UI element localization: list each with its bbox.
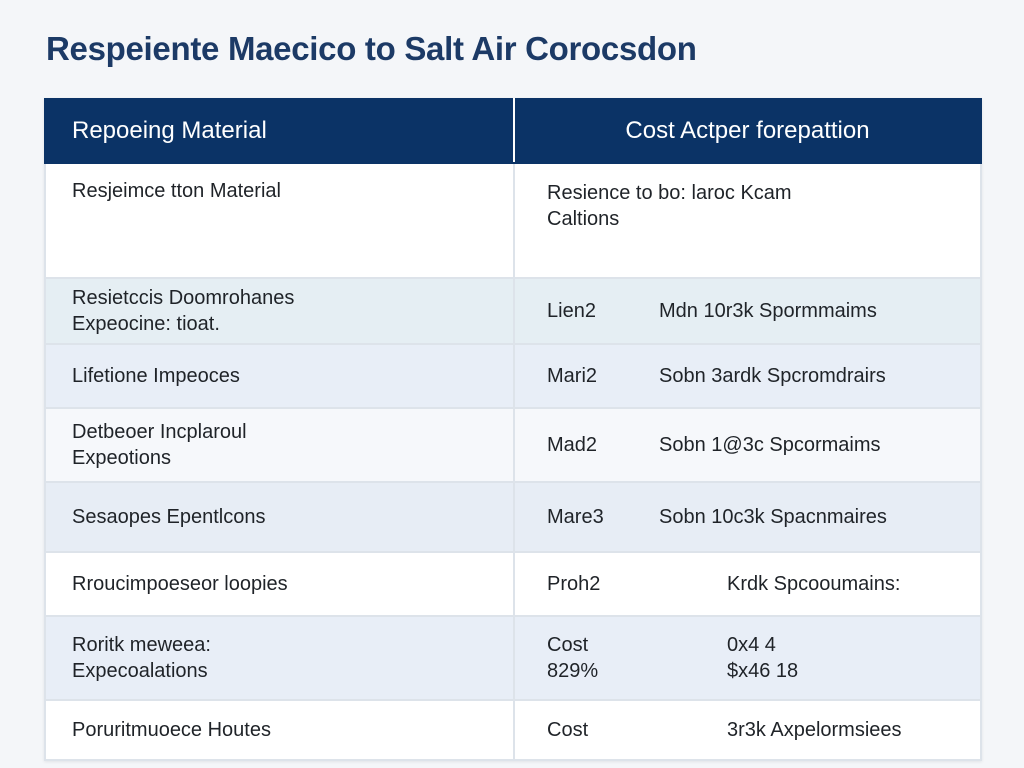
row-value-code: Proh2 bbox=[547, 573, 601, 595]
row-label: Expeocine: tioat. bbox=[72, 313, 220, 335]
row-label-cell: Detbeoer Incplaroul Expeotions bbox=[44, 407, 515, 483]
row-label: Resietccis Doomrohanes bbox=[72, 287, 295, 309]
row-label-cell: Resietccis Doomrohanes Expeocine: tioat. bbox=[44, 277, 515, 345]
row-value-code: Mad2 bbox=[547, 434, 598, 456]
row-label: Expecoalations bbox=[72, 660, 208, 682]
row-label: Sesaopes Epentlcons bbox=[72, 506, 266, 528]
table-row: Resietccis Doomrohanes Expeocine: tioat.… bbox=[44, 277, 982, 345]
row-value-detail: Sobn 10c3k Spacnmaires bbox=[659, 506, 887, 528]
row-label-cell: Rroucimpoeseor loopies bbox=[44, 551, 515, 617]
table-header-row: Repoeing Material Cost Actper forepattio… bbox=[44, 98, 982, 164]
row-value-cell: Cost 3r3k Axpelormsiees bbox=[513, 699, 982, 761]
column-header-cost: Cost Actper forepattion bbox=[513, 98, 982, 164]
table-row: Resjeimce tton Material Resience to bo: … bbox=[44, 162, 982, 279]
row-label-cell: Lifetione Impeoces bbox=[44, 343, 515, 409]
row-value-detail: 3r3k Axpelormsiees bbox=[727, 719, 902, 741]
table-row: Rroucimpoeseor loopies Proh2 Krdk Spcoou… bbox=[44, 551, 982, 617]
row-value-code: 829% bbox=[547, 660, 599, 682]
row-value-code: Cost bbox=[547, 719, 589, 741]
page-title: Respeiente Maecico to Salt Air Corocsdon bbox=[46, 30, 697, 67]
row-label: Poruritmuoece Houtes bbox=[72, 719, 271, 741]
row-value-cell: Mare3 Sobn 10c3k Spacnmaires bbox=[513, 481, 982, 553]
table-row: Lifetione Impeoces Mari2 Sobn 3ardk Spcr… bbox=[44, 343, 982, 409]
row-value-cell: Mad2 Sobn 1@3c Spcormaims bbox=[513, 407, 982, 483]
row-value-code: Cost bbox=[547, 634, 589, 656]
row-value-cell: Cost 829% 0x4 4 $x46 18 bbox=[513, 615, 982, 701]
row-value-cell: Resience to bo: laroc Kcam Caltions bbox=[513, 162, 982, 279]
column-header-material: Repoeing Material bbox=[44, 98, 515, 164]
comparison-table: Repoeing Material Cost Actper forepattio… bbox=[44, 98, 982, 761]
row-label: Rroucimpoeseor loopies bbox=[72, 573, 288, 595]
row-label-cell: Poruritmuoece Houtes bbox=[44, 699, 515, 761]
row-label-cell: Resjeimce tton Material bbox=[44, 162, 515, 279]
row-value-code: Mari2 bbox=[547, 365, 598, 387]
table-row: Sesaopes Epentlcons Mare3 Sobn 10c3k Spa… bbox=[44, 481, 982, 553]
row-label: Lifetione Impeoces bbox=[72, 365, 240, 387]
row-label: Detbeoer Incplaroul bbox=[72, 421, 247, 443]
row-value-detail: Mdn 10r3k Spormmaims bbox=[659, 300, 877, 322]
row-value-detail: Sobn 1@3c Spcormaims bbox=[659, 434, 881, 456]
row-value-cell: Mari2 Sobn 3ardk Spcromdrairs bbox=[513, 343, 982, 409]
row-value-code: Lien2 bbox=[547, 300, 596, 322]
table-row: Detbeoer Incplaroul Expeotions Mad2 Sobn… bbox=[44, 407, 982, 483]
row-label-cell: Sesaopes Epentlcons bbox=[44, 481, 515, 553]
row-value-detail: $x46 18 bbox=[727, 660, 799, 682]
row-value-cell: Lien2 Mdn 10r3k Spormmaims bbox=[513, 277, 982, 345]
row-label: Expeotions bbox=[72, 447, 171, 469]
row-value-line: Resience to bo: laroc Kcam bbox=[547, 182, 792, 204]
table-row: Roritk meweea: Expecoalations Cost 829% … bbox=[44, 615, 982, 701]
row-label-cell: Roritk meweea: Expecoalations bbox=[44, 615, 515, 701]
row-value-cell: Proh2 Krdk Spcooumains: bbox=[513, 551, 982, 617]
row-value-detail: Sobn 3ardk Spcromdrairs bbox=[659, 365, 886, 387]
row-value-code: Mare3 bbox=[547, 506, 604, 528]
row-value-line: Caltions bbox=[547, 208, 620, 230]
table-row: Poruritmuoece Houtes Cost 3r3k Axpelorms… bbox=[44, 699, 982, 761]
row-label: Roritk meweea: bbox=[72, 634, 211, 656]
row-value-detail: 0x4 4 bbox=[727, 634, 776, 656]
row-label: Resjeimce tton Material bbox=[72, 180, 281, 202]
row-value-detail: Krdk Spcooumains: bbox=[727, 573, 901, 595]
